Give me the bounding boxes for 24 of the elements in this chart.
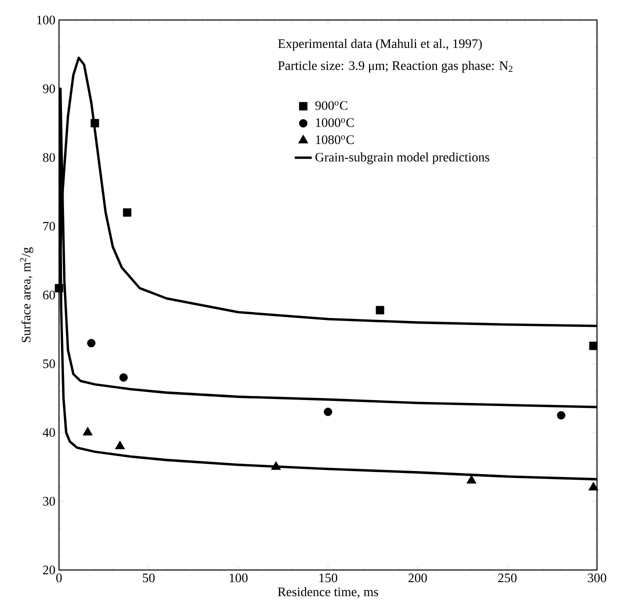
y-axis-title: Surface area, m$^{2}$/g — [20, 247, 34, 342]
x-tick-label: 0 — [56, 574, 62, 582]
y-tick-label: 80 — [43, 153, 55, 162]
x-tick-label: 250 — [498, 574, 517, 582]
y-tick-label: 60 — [43, 290, 55, 300]
y-tick-label: 50 — [43, 359, 55, 368]
x-tick-label: 300 — [588, 574, 606, 582]
x-tick-label: 200 — [408, 574, 427, 582]
x-tick-label: 100 — [230, 574, 248, 582]
y-tick-label: 20 — [43, 566, 55, 574]
y-tick-label: 100 — [37, 16, 55, 24]
x-tick-label: 50 — [142, 574, 155, 582]
legend-label: Grain-subgrain model predictions — [315, 152, 490, 164]
y-tick-label: 70 — [43, 222, 55, 231]
y-tick-label: 30 — [43, 496, 55, 506]
legend-label: 1000$^{o}$C — [316, 118, 354, 128]
x-axis-title: Residence time, ms — [278, 587, 378, 598]
y-tick-label: 90 — [42, 84, 55, 94]
x-tick-label: 150 — [319, 574, 338, 582]
annotation: Experimental data (Mahuli et al., 1997) — [278, 38, 482, 51]
legend-label: 900$^{o}$C — [315, 101, 348, 110]
y-tick-label: 40 — [42, 428, 55, 437]
annotation: Particle size: 3.9 μm; Reaction gas phase: N$_{2}$ — [278, 60, 512, 73]
legend-label: 1080$^{o}$C — [316, 135, 354, 144]
